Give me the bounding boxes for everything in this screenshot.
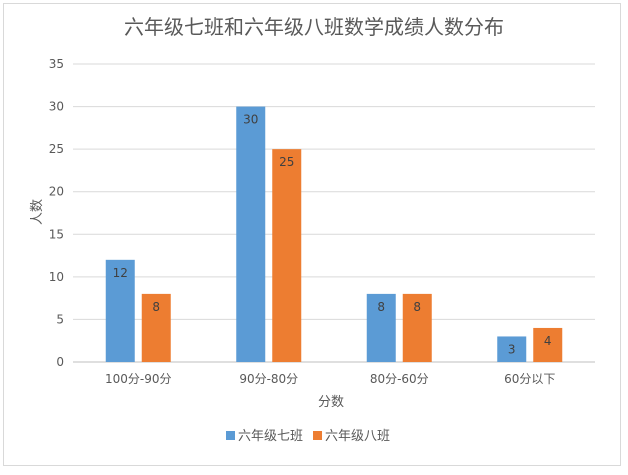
bar	[366, 293, 396, 362]
bar	[236, 106, 266, 362]
x-axis-title: 分数	[318, 395, 344, 410]
y-axis-ticks: 0 5 10 15 20 25 30 35	[49, 57, 64, 369]
data-label: 4	[544, 334, 552, 348]
bar	[141, 293, 171, 362]
chart-title: 六年级七班和六年级八班数学成绩人数分布	[124, 15, 504, 39]
bar	[105, 259, 135, 362]
legend-label: 六年级七班	[238, 429, 303, 444]
y-tick-label: 20	[49, 185, 64, 199]
legend: 六年级七班 六年级八班	[226, 429, 390, 444]
data-label: 3	[508, 342, 516, 356]
data-label: 25	[279, 155, 294, 169]
data-label: 8	[377, 300, 385, 314]
data-label: 30	[243, 113, 258, 127]
legend-label: 六年级八班	[325, 429, 390, 444]
bar	[497, 336, 527, 362]
bar	[533, 327, 563, 362]
data-label: 12	[113, 266, 128, 280]
x-tick-label: 60分以下	[504, 372, 555, 386]
x-tick-label: 80分-60分	[370, 372, 429, 386]
data-label: 8	[152, 300, 160, 314]
y-axis-title: 人数	[30, 199, 45, 225]
x-tick-label: 90分-80分	[239, 372, 298, 386]
y-tick-label: 10	[49, 270, 64, 284]
x-axis-ticks: 100分-90分 90分-80分 80分-60分 60分以下	[105, 372, 555, 386]
data-labels: 12 8 30 25 8 8 3 4	[113, 113, 552, 357]
y-tick-label: 30	[49, 100, 64, 114]
y-tick-label: 25	[49, 142, 64, 156]
y-tick-label: 5	[56, 312, 64, 326]
bars	[105, 106, 563, 362]
bar	[402, 293, 432, 362]
y-tick-label: 15	[49, 227, 64, 241]
x-tick-label: 100分-90分	[105, 372, 172, 386]
legend-swatch	[226, 431, 235, 440]
data-label: 8	[413, 300, 421, 314]
bar	[272, 149, 302, 362]
y-tick-label: 35	[49, 57, 64, 71]
y-tick-label: 0	[56, 355, 64, 369]
legend-swatch	[313, 431, 323, 440]
